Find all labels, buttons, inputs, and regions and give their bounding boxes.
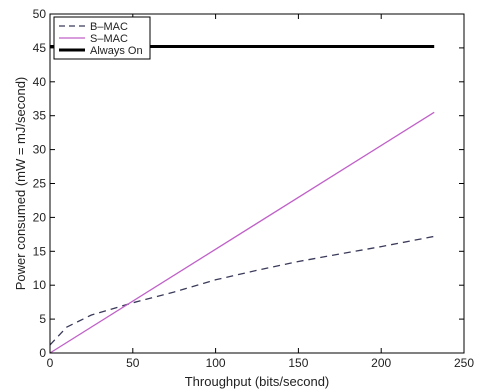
x-tick-label: 200 [371,356,391,370]
x-tick-label: 50 [126,356,140,370]
y-tick-label: 10 [33,278,47,292]
legend-label-1: S–MAC [90,33,128,45]
y-tick-label: 50 [33,7,47,21]
x-tick-label: 0 [47,356,54,370]
y-tick-label: 35 [33,109,47,123]
legend-label-2: Always On [90,45,143,57]
y-tick-label: 25 [33,177,47,191]
lines-layer [49,45,435,354]
y-tick-label: 0 [39,346,46,360]
y-tick-label: 30 [33,143,47,157]
y-tick-label: 20 [33,210,47,224]
ticks-layer: 0 50 100 150 200 250 0 5 10 15 20 25 30 35 40 45 50 [33,7,475,370]
series-line-1 [49,111,435,354]
series-line-0 [49,235,435,346]
legend-label-0: B–MAC [90,21,128,33]
x-tick-label: 100 [206,356,226,370]
x-axis-label: Throughput (bits/second) [185,374,330,389]
y-tick-label: 15 [33,244,47,258]
y-tick-label: 45 [33,41,47,55]
y-tick-label: 40 [33,75,47,89]
y-axis-label: Power consumed (mW = mJ/second) [13,77,28,290]
x-tick-label: 150 [288,356,308,370]
y-tick-label: 5 [39,312,46,326]
x-tick-label: 250 [454,356,474,370]
plot-frame [49,13,465,354]
